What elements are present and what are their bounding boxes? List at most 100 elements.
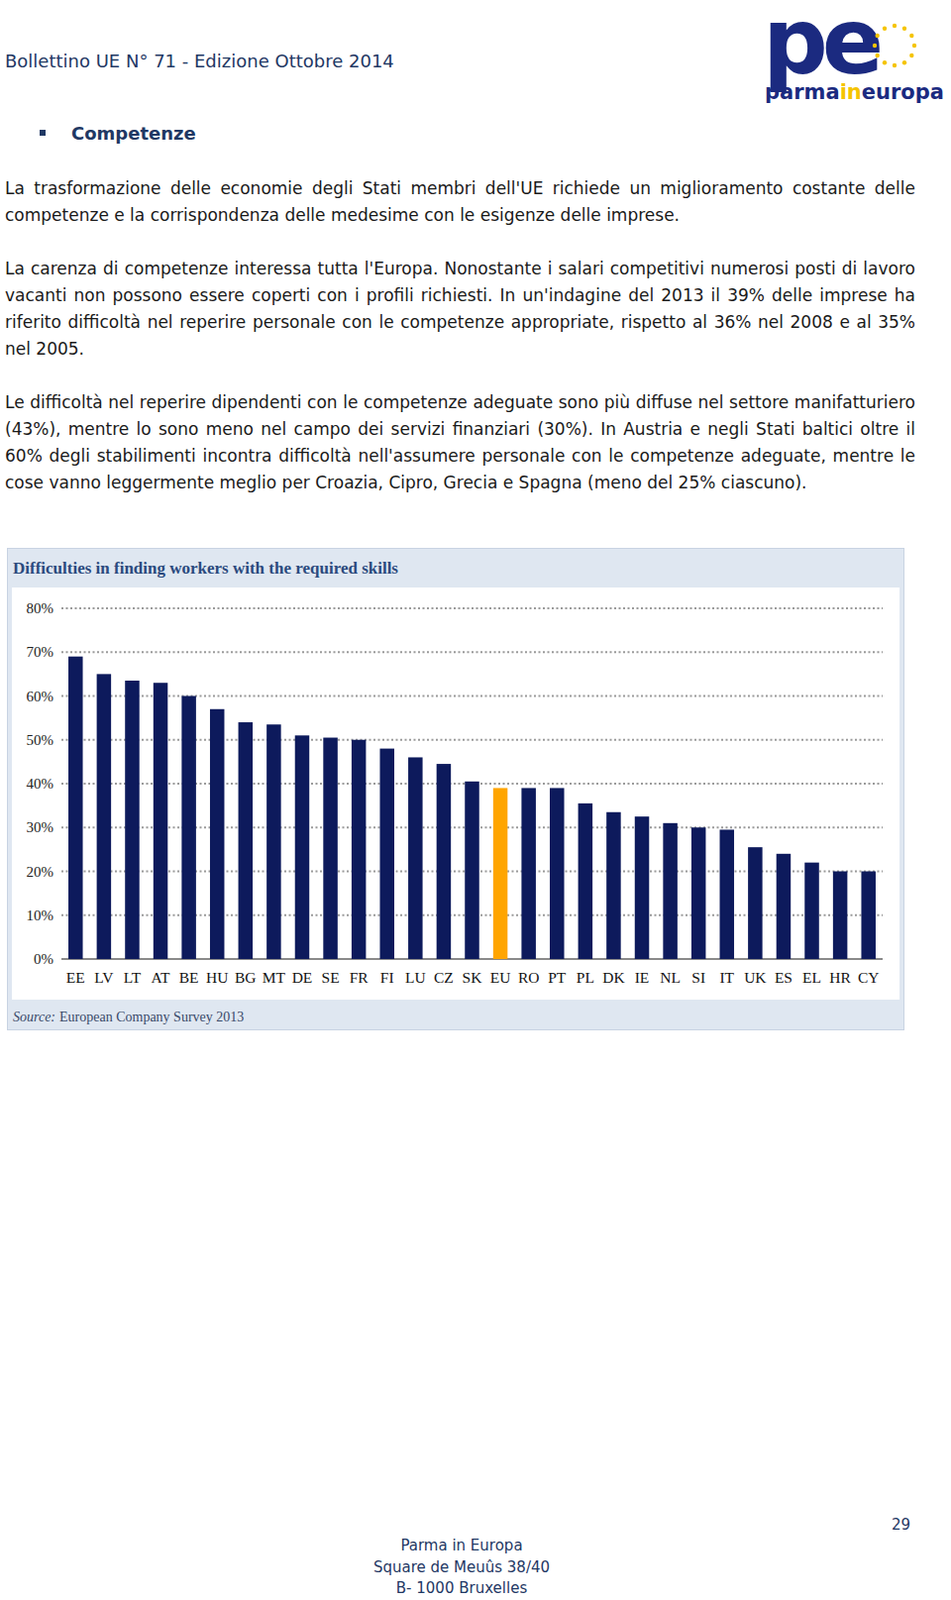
x-tick-label: MT xyxy=(262,968,287,986)
y-tick-label: 10% xyxy=(26,907,55,924)
x-tick-label: HR xyxy=(829,968,851,986)
bar xyxy=(295,735,311,959)
y-tick-label: 30% xyxy=(26,819,55,836)
bar xyxy=(238,722,254,959)
x-tick-label: SI xyxy=(691,968,706,986)
x-tick-label: BE xyxy=(179,968,200,986)
x-tick-label: EE xyxy=(66,968,86,986)
chart: Difficulties in finding workers with the… xyxy=(6,547,905,1031)
x-tick-label: CY xyxy=(857,968,880,986)
x-tick-label: BG xyxy=(234,968,257,986)
y-tick-label: 60% xyxy=(26,688,55,705)
section-title: Competenze xyxy=(39,122,197,144)
logo-star xyxy=(874,53,879,58)
logo-star xyxy=(872,43,877,48)
x-tick-label: DE xyxy=(292,968,314,986)
bar xyxy=(97,673,112,959)
logo-star xyxy=(892,63,897,68)
y-tick-label: 0% xyxy=(33,951,54,967)
bar xyxy=(379,748,395,959)
paragraph: La trasformazione delle economie degli S… xyxy=(4,175,916,229)
bullet xyxy=(39,129,46,136)
bar xyxy=(493,787,508,959)
footer-line: Square de Meuûs 38/40 xyxy=(0,1557,924,1580)
source-label: Source: xyxy=(12,1009,56,1025)
logo-text: parmaineuropa xyxy=(764,80,945,105)
bar xyxy=(322,738,338,959)
x-tick-label: LT xyxy=(123,968,142,986)
x-tick-label: FI xyxy=(380,968,395,986)
x-tick-label: SE xyxy=(321,968,340,986)
bar xyxy=(181,696,197,960)
x-tick-label: CZ xyxy=(433,968,454,986)
bar xyxy=(436,763,452,959)
x-tick-label: FR xyxy=(349,968,370,986)
bar xyxy=(662,823,678,959)
bar xyxy=(351,739,367,959)
x-tick-label: IE xyxy=(634,968,650,986)
bar xyxy=(776,853,792,959)
bar xyxy=(860,871,876,960)
paragraph: La carenza di competenze interessa tutta… xyxy=(4,255,916,363)
chart-frame xyxy=(7,548,905,1031)
bar xyxy=(804,862,820,959)
x-tick-label: LV xyxy=(94,968,114,986)
bar xyxy=(408,756,423,959)
logo-star xyxy=(892,23,897,28)
logo-star xyxy=(902,25,907,30)
x-tick-label: RO xyxy=(518,968,540,986)
logo-part: in xyxy=(840,80,862,105)
bar xyxy=(464,781,480,959)
grid-line xyxy=(61,650,883,653)
source-text: European Company Survey 2013 xyxy=(59,1009,244,1025)
chart-title: Difficulties in finding workers with the… xyxy=(12,558,399,578)
x-tick-label: LU xyxy=(405,968,426,986)
logo-star xyxy=(882,60,887,65)
y-tick-label: 70% xyxy=(26,643,55,660)
y-tick-label: 80% xyxy=(26,600,55,617)
paragraph: Le difficoltà nel reperire dipendenti co… xyxy=(4,389,916,497)
y-tick-label: 40% xyxy=(26,775,55,792)
bar xyxy=(606,812,622,959)
bar xyxy=(549,787,565,959)
bar xyxy=(720,829,736,959)
x-tick-label: PT xyxy=(547,968,567,986)
source: Source:European Company Survey 2013 xyxy=(12,1009,244,1025)
bar xyxy=(68,656,84,959)
logo-star xyxy=(882,25,887,30)
y-tick-label: 50% xyxy=(26,732,55,748)
logo-star xyxy=(909,33,914,38)
section-title-text: Competenze xyxy=(71,122,197,144)
footer-line: B- 1000 Bruxelles xyxy=(0,1578,924,1600)
bar xyxy=(266,724,282,959)
y-tick-label: 20% xyxy=(26,863,55,880)
logo-star xyxy=(909,53,914,58)
footer-line: Parma in Europa xyxy=(0,1535,924,1558)
bar xyxy=(747,846,763,959)
body-text: La trasformazione delle economie degli S… xyxy=(4,175,916,524)
bar xyxy=(691,827,707,959)
page-number: 29 xyxy=(891,1515,911,1534)
footer: Parma in EuropaSquare de Meuûs 38/40B- 1… xyxy=(0,1535,924,1600)
x-tick-label: DK xyxy=(602,968,626,986)
x-tick-label: NL xyxy=(659,968,681,986)
header-title: Bollettino UE N° 71 - Edizione Ottobre 2… xyxy=(4,50,395,72)
x-tick-label: ES xyxy=(774,968,793,986)
x-tick-label: AT xyxy=(151,968,171,986)
bar xyxy=(210,709,225,959)
bars xyxy=(68,656,876,959)
logo-star xyxy=(902,60,907,65)
bar xyxy=(578,803,594,959)
x-tick-label: HU xyxy=(206,968,228,986)
bar xyxy=(153,682,169,959)
logo-part: europa xyxy=(861,80,945,105)
x-tick-label: PL xyxy=(576,968,595,986)
plot-panel xyxy=(11,587,900,1000)
x-tick-label: EU xyxy=(490,968,512,986)
bar xyxy=(833,871,848,960)
logo-part: parma xyxy=(764,80,841,105)
x-tick-label: SK xyxy=(462,968,484,986)
bar xyxy=(521,787,536,959)
logo-star xyxy=(912,43,917,48)
bar xyxy=(634,816,650,959)
